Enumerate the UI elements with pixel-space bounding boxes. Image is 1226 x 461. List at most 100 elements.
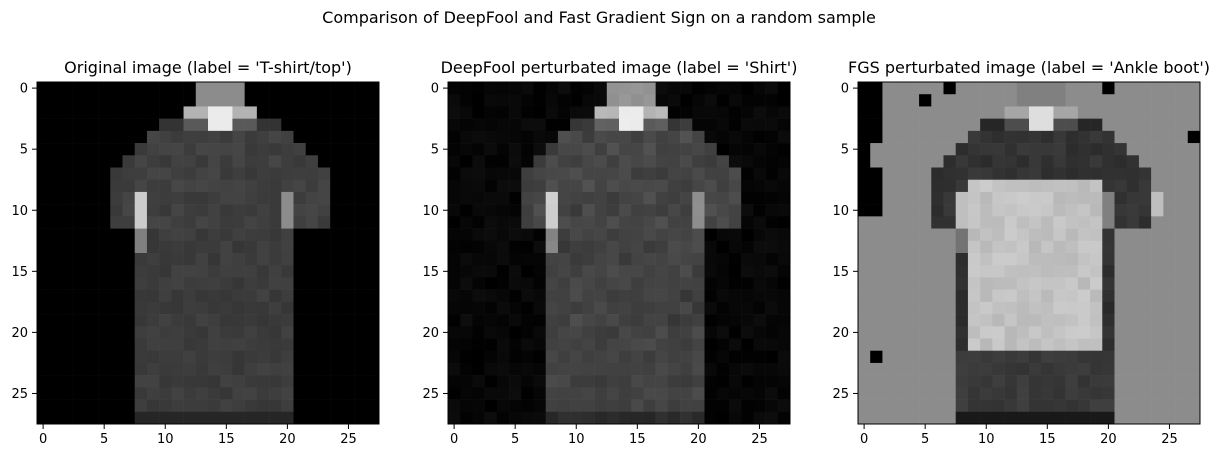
pixel <box>122 191 136 205</box>
pixel <box>195 216 209 229</box>
pixel <box>305 411 319 425</box>
pixel <box>1041 362 1054 376</box>
pixel <box>631 118 644 132</box>
pixel <box>1175 228 1189 242</box>
pixel <box>1187 240 1201 254</box>
pixel <box>146 399 160 413</box>
pixel <box>244 179 258 193</box>
pixel <box>159 216 172 229</box>
pixel <box>992 326 1005 339</box>
pixel <box>570 375 583 388</box>
pixel <box>366 143 380 156</box>
pixel <box>680 228 693 242</box>
pixel <box>980 301 993 315</box>
pixel <box>1163 167 1176 181</box>
pixel <box>195 326 209 339</box>
pixel <box>73 191 87 205</box>
pixel <box>61 253 74 266</box>
pixel <box>777 130 791 144</box>
pixel <box>1114 216 1128 229</box>
pixel <box>269 118 282 132</box>
pixel <box>919 387 932 400</box>
pixel <box>680 143 693 156</box>
pixel <box>1126 130 1140 144</box>
pixel <box>366 118 380 132</box>
pixel <box>232 204 245 217</box>
pixel <box>619 253 632 266</box>
pixel <box>1004 216 1018 229</box>
pixel <box>619 204 632 217</box>
pixel <box>882 399 895 413</box>
pixel <box>330 82 343 95</box>
pixel <box>882 82 895 95</box>
pixel <box>354 155 368 168</box>
pixel <box>1077 301 1091 315</box>
pixel <box>1004 375 1018 388</box>
pixel <box>220 301 233 315</box>
pixel <box>195 118 209 132</box>
pixel <box>134 301 148 315</box>
pixel <box>208 399 221 413</box>
y-tick-label: 10 <box>832 204 849 219</box>
pixel <box>521 240 534 254</box>
pixel <box>460 350 473 364</box>
pixel <box>1138 228 1152 242</box>
pixel <box>122 82 136 95</box>
pixel <box>37 411 50 425</box>
pixel <box>73 301 87 315</box>
pixel <box>1138 265 1152 278</box>
pixel <box>366 106 380 119</box>
pixel <box>171 326 184 339</box>
pixel <box>1187 179 1201 193</box>
pixel <box>171 314 184 327</box>
pixel <box>692 387 705 400</box>
pixel <box>85 326 99 339</box>
pixel <box>342 326 355 339</box>
pixel <box>448 314 461 327</box>
pixel <box>533 387 547 400</box>
pixel <box>509 362 522 376</box>
pixel <box>943 228 957 242</box>
pixel <box>606 167 620 181</box>
pixel <box>557 338 571 352</box>
pixel <box>704 265 718 278</box>
pixel <box>992 375 1005 388</box>
pixel <box>858 94 871 107</box>
pixel <box>85 399 99 413</box>
pixel <box>870 277 883 290</box>
pixel <box>704 82 718 95</box>
pixel <box>858 387 871 400</box>
pixel <box>557 179 571 193</box>
pixel <box>741 289 754 303</box>
pixel <box>931 265 944 278</box>
pixel <box>1102 82 1115 95</box>
pixel <box>931 228 944 242</box>
pixel <box>1163 301 1176 315</box>
pixel <box>1163 94 1176 107</box>
pixel <box>472 375 485 388</box>
pixel <box>342 155 355 168</box>
pixel <box>122 350 136 364</box>
pixel <box>870 106 883 119</box>
pixel <box>931 191 944 205</box>
pixel <box>110 155 123 168</box>
pixel <box>146 338 160 352</box>
pixel <box>305 143 319 156</box>
pixel <box>533 82 547 95</box>
pixel <box>643 155 656 168</box>
pixel <box>122 375 136 388</box>
pixel <box>777 265 791 278</box>
pixel <box>281 399 294 413</box>
pixel <box>146 228 160 242</box>
pixel <box>146 167 160 181</box>
pixel <box>61 301 74 315</box>
pixel <box>1029 362 1042 376</box>
pixel <box>232 375 245 388</box>
pixel <box>49 362 62 376</box>
pixel <box>728 301 742 315</box>
pixel <box>858 411 871 425</box>
pixel <box>37 240 50 254</box>
pixel <box>1175 118 1189 132</box>
pixel <box>967 253 981 266</box>
pixel <box>919 411 932 425</box>
